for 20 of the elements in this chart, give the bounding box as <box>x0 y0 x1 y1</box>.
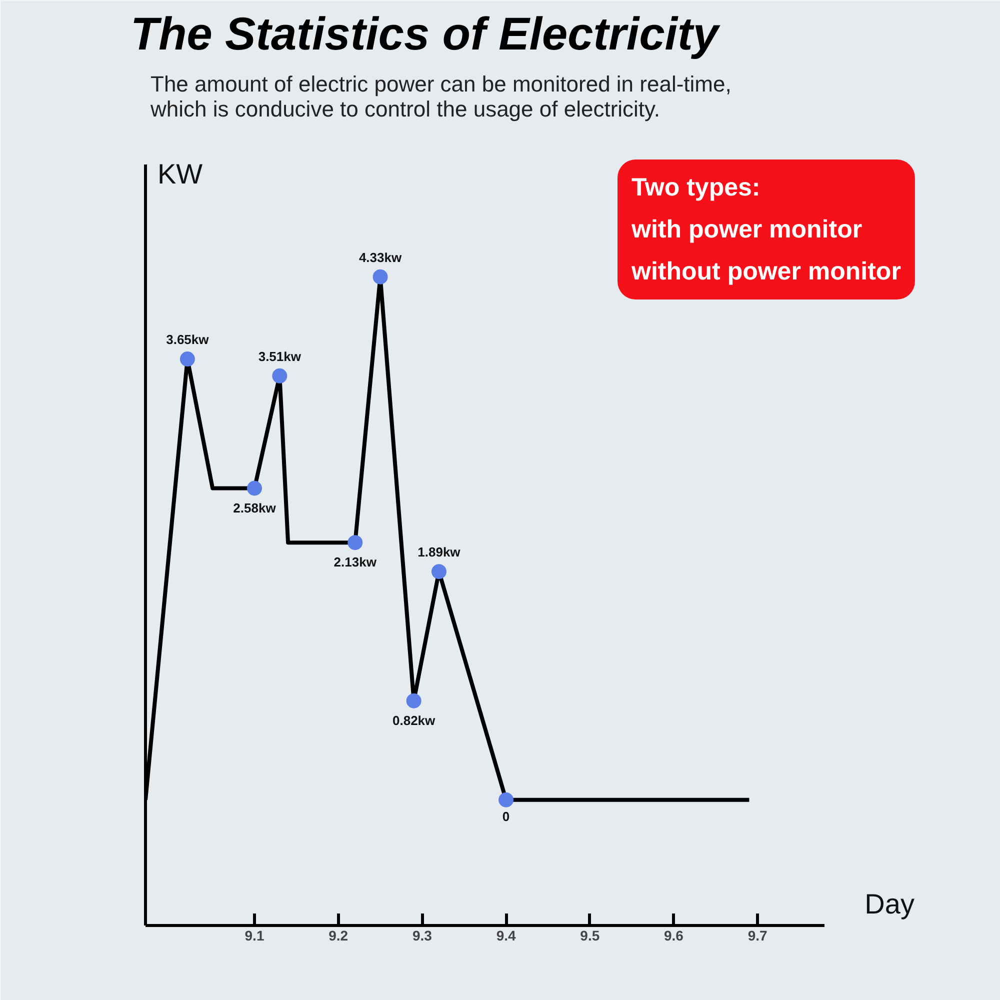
data-label: 3.51kw <box>258 348 302 364</box>
x-tick-label: 9.5 <box>580 928 600 944</box>
chart-title: The Statistics of Electricity <box>130 8 721 60</box>
data-label: 3.65kw <box>166 332 210 348</box>
y-axis-title: KW <box>158 158 204 190</box>
chart-subtitle: The amount of electric power can be monitored in real-time, which is conducive to control the usage of electricity. <box>150 72 732 122</box>
x-axis-title: Day <box>864 888 914 920</box>
data-label: 2.13kw <box>334 554 378 570</box>
data-label: 0.82kw <box>392 712 436 728</box>
x-tick-label: 9.3 <box>412 928 432 944</box>
data-label: 2.58kw <box>233 500 277 516</box>
annotation: Two types: with power monitor without power monitor <box>630 174 902 286</box>
data-label: 4.33kw <box>358 250 402 265</box>
x-tick-label: 9.4 <box>496 928 516 944</box>
data-label: 1.89kw <box>418 544 462 560</box>
x-tick-label: 9.1 <box>244 928 264 944</box>
x-tick-label: 9.2 <box>328 928 348 944</box>
x-tick-label: 9.6 <box>664 928 684 944</box>
data-label: 0 <box>502 808 510 824</box>
x-tick-label: 9.7 <box>748 928 768 944</box>
